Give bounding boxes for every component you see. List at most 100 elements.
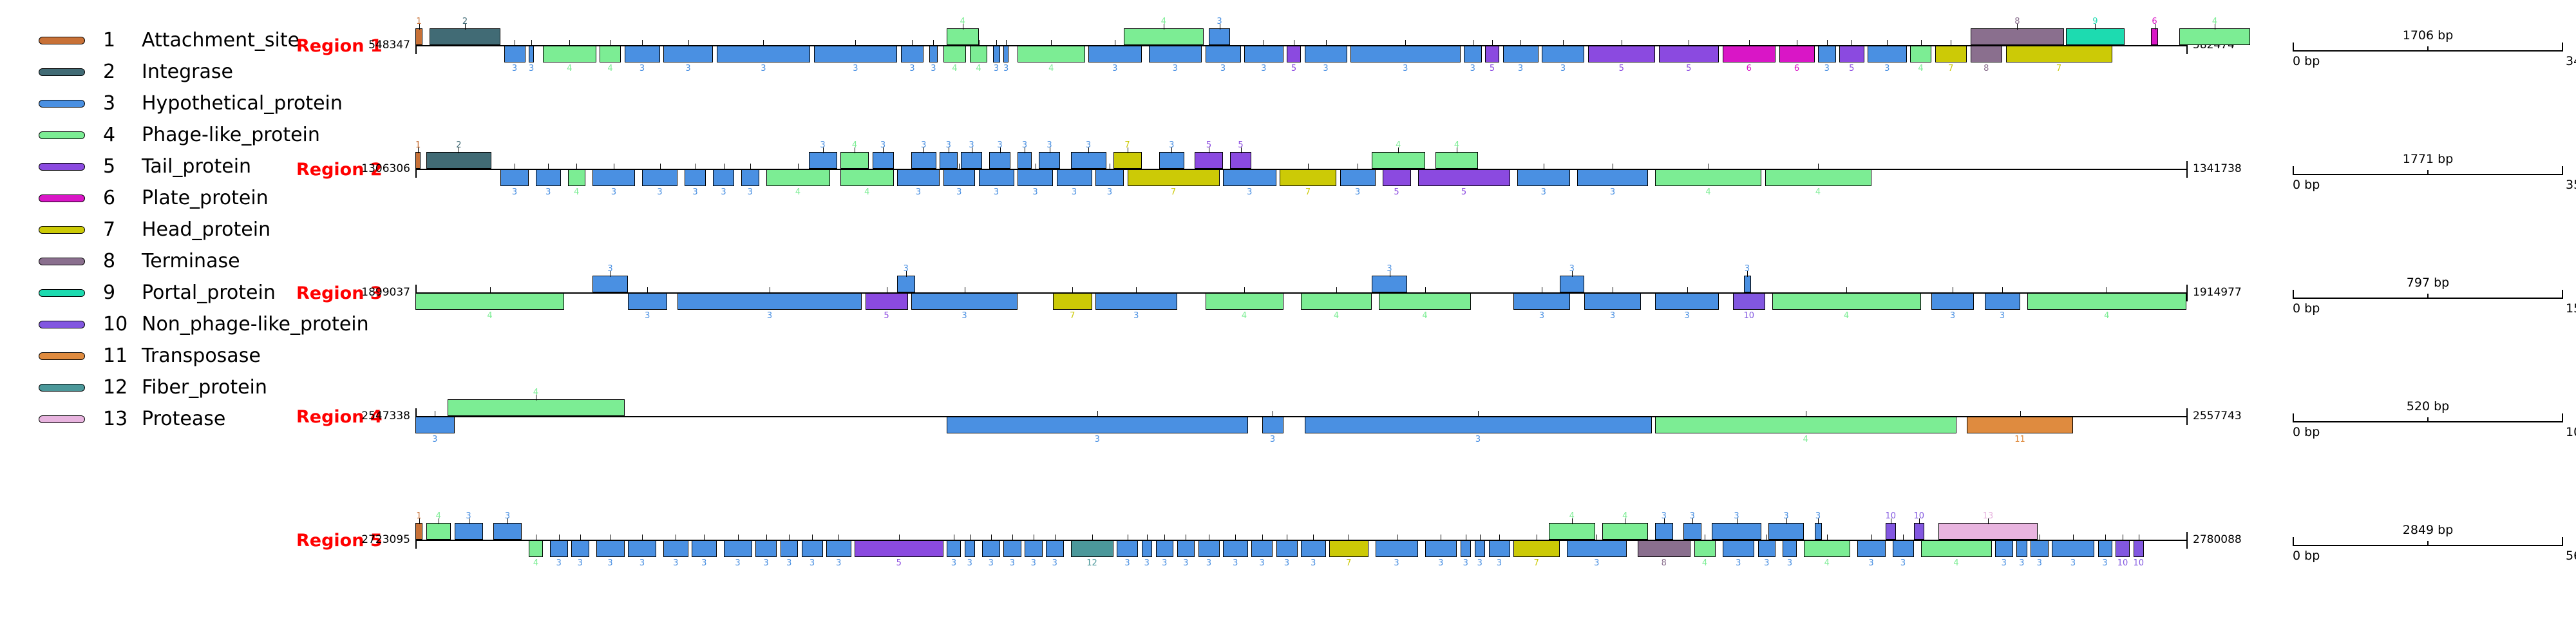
gene-block[interactable] bbox=[1970, 46, 2002, 62]
gene-block[interactable] bbox=[1712, 523, 1761, 540]
gene-block[interactable] bbox=[1301, 293, 1372, 310]
gene-block[interactable] bbox=[929, 46, 938, 62]
gene-block[interactable] bbox=[2031, 540, 2049, 557]
gene-block[interactable] bbox=[1779, 46, 1815, 62]
gene-block[interactable] bbox=[840, 152, 869, 169]
gene-block[interactable] bbox=[1304, 46, 1347, 62]
gene-block[interactable] bbox=[2066, 28, 2125, 45]
gene-block[interactable] bbox=[911, 293, 1018, 310]
gene-block[interactable] bbox=[1372, 276, 1407, 292]
gene-block[interactable] bbox=[592, 276, 628, 292]
gene-block[interactable] bbox=[1039, 152, 1060, 169]
gene-block[interactable] bbox=[1205, 293, 1283, 310]
gene-block[interactable] bbox=[1155, 540, 1173, 557]
gene-block[interactable] bbox=[1765, 169, 1871, 186]
gene-block[interactable] bbox=[1223, 169, 1276, 186]
gene-block[interactable] bbox=[897, 169, 940, 186]
gene-block[interactable] bbox=[677, 293, 862, 310]
gene-block[interactable] bbox=[504, 46, 526, 62]
gene-block[interactable] bbox=[992, 46, 1000, 62]
gene-block[interactable] bbox=[642, 169, 677, 186]
gene-block[interactable] bbox=[1920, 540, 1992, 557]
gene-block[interactable] bbox=[447, 399, 625, 416]
region-gene-track[interactable]: 4 3 3 3 3 3 3 3 3 3 3 3 5 3 3 3 3 3 3 12 3 3 3 3 3 3 3 3 3 7 3 3 3 3 3 7 3 8 4… bbox=[0, 495, 2576, 572]
gene-block[interactable] bbox=[1885, 523, 1896, 540]
gene-block[interactable] bbox=[426, 152, 492, 169]
gene-block[interactable] bbox=[1783, 540, 1797, 557]
gene-block[interactable] bbox=[943, 46, 967, 62]
gene-block[interactable] bbox=[529, 46, 535, 62]
gene-block[interactable] bbox=[415, 293, 564, 310]
gene-block[interactable] bbox=[1372, 152, 1425, 169]
gene-block[interactable] bbox=[978, 169, 1014, 186]
gene-block[interactable] bbox=[1287, 46, 1301, 62]
gene-block[interactable] bbox=[1655, 293, 1719, 310]
gene-block[interactable] bbox=[571, 540, 589, 557]
gene-block[interactable] bbox=[1984, 293, 2020, 310]
gene-block[interactable] bbox=[1566, 540, 1627, 557]
gene-block[interactable] bbox=[713, 169, 734, 186]
gene-block[interactable] bbox=[840, 169, 894, 186]
gene-block[interactable] bbox=[543, 46, 596, 62]
gene-block[interactable] bbox=[1464, 46, 1482, 62]
gene-block[interactable] bbox=[1053, 293, 1092, 310]
gene-block[interactable] bbox=[969, 46, 988, 62]
gene-block[interactable] bbox=[801, 540, 823, 557]
gene-block[interactable] bbox=[1587, 46, 1655, 62]
gene-block[interactable] bbox=[1460, 540, 1471, 557]
gene-block[interactable] bbox=[1350, 46, 1461, 62]
region-gene-track[interactable]: 3 3 3 3 4 11 4 bbox=[0, 371, 2576, 448]
gene-block[interactable] bbox=[624, 46, 660, 62]
gene-block[interactable] bbox=[943, 169, 975, 186]
gene-block[interactable] bbox=[1223, 540, 1248, 557]
gene-block[interactable] bbox=[1329, 540, 1368, 557]
gene-block[interactable] bbox=[1280, 169, 1336, 186]
gene-block[interactable] bbox=[1018, 169, 1053, 186]
gene-block[interactable] bbox=[1658, 46, 1719, 62]
gene-block[interactable] bbox=[1276, 540, 1298, 557]
gene-block[interactable] bbox=[780, 540, 798, 557]
gene-block[interactable] bbox=[897, 276, 915, 292]
gene-block[interactable] bbox=[1244, 46, 1283, 62]
gene-block[interactable] bbox=[940, 152, 958, 169]
gene-block[interactable] bbox=[1502, 46, 1539, 62]
gene-block[interactable] bbox=[1046, 540, 1064, 557]
gene-block[interactable] bbox=[1025, 540, 1043, 557]
gene-block[interactable] bbox=[2133, 540, 2144, 557]
gene-block[interactable] bbox=[1070, 152, 1106, 169]
gene-block[interactable] bbox=[1542, 46, 1584, 62]
gene-block[interactable] bbox=[911, 152, 936, 169]
gene-block[interactable] bbox=[1818, 46, 1836, 62]
gene-block[interactable] bbox=[1733, 293, 1765, 310]
gene-block[interactable] bbox=[1304, 417, 1652, 433]
gene-block[interactable] bbox=[855, 540, 943, 557]
gene-block[interactable] bbox=[500, 169, 529, 186]
gene-block[interactable] bbox=[872, 152, 894, 169]
gene-block[interactable] bbox=[1857, 540, 1886, 557]
gene-block[interactable] bbox=[1262, 417, 1283, 433]
gene-block[interactable] bbox=[692, 540, 717, 557]
gene-block[interactable] bbox=[1513, 540, 1560, 557]
gene-block[interactable] bbox=[2016, 540, 2027, 557]
gene-block[interactable] bbox=[2151, 28, 2158, 45]
gene-block[interactable] bbox=[1602, 523, 1648, 540]
gene-block[interactable] bbox=[1141, 540, 1152, 557]
gene-block[interactable] bbox=[685, 169, 706, 186]
gene-block[interactable] bbox=[1513, 293, 1570, 310]
gene-block[interactable] bbox=[592, 169, 635, 186]
gene-block[interactable] bbox=[961, 152, 982, 169]
gene-block[interactable] bbox=[1018, 152, 1032, 169]
gene-block[interactable] bbox=[1814, 523, 1822, 540]
gene-block[interactable] bbox=[1195, 152, 1223, 169]
gene-block[interactable] bbox=[1070, 540, 1113, 557]
gene-block[interactable] bbox=[964, 540, 975, 557]
gene-block[interactable] bbox=[1549, 523, 1595, 540]
gene-block[interactable] bbox=[1935, 46, 1967, 62]
gene-block[interactable] bbox=[1694, 540, 1716, 557]
gene-block[interactable] bbox=[628, 540, 656, 557]
gene-block[interactable] bbox=[1056, 169, 1092, 186]
gene-block[interactable] bbox=[426, 523, 451, 540]
gene-block[interactable] bbox=[865, 293, 908, 310]
gene-block[interactable] bbox=[1209, 28, 1230, 45]
